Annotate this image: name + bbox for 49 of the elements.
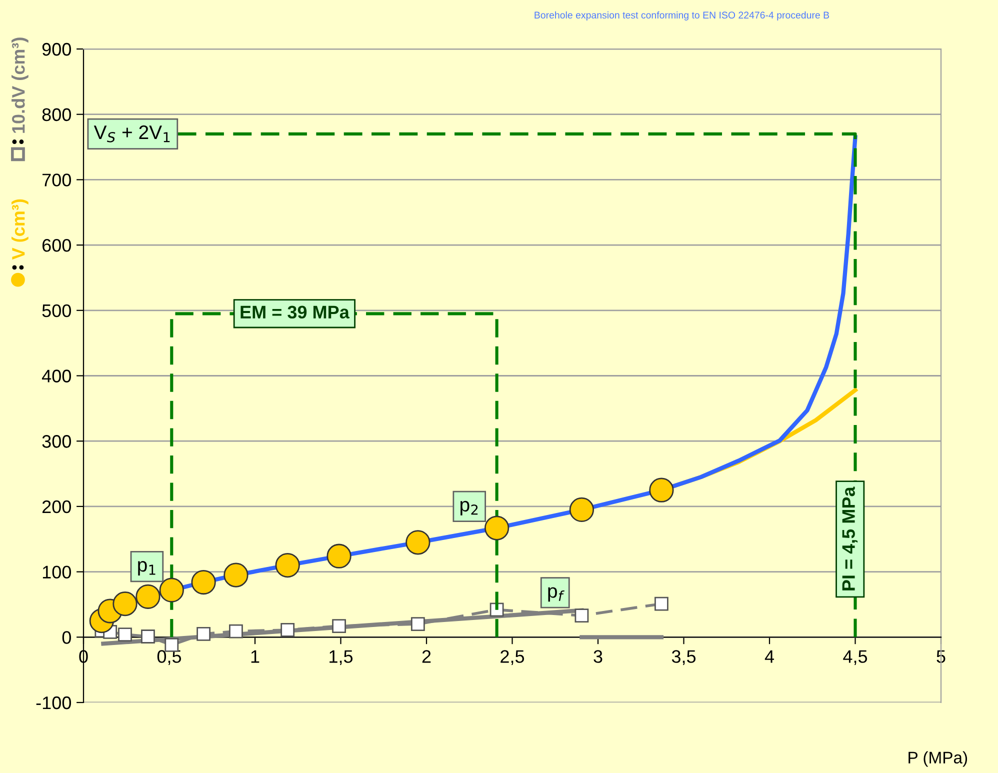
point: [118, 628, 132, 642]
annotation: p$_{1}$: [138, 561, 156, 576]
point: [112, 592, 138, 616]
annotation: PI = 4,5 MPa: [842, 486, 858, 590]
point: [280, 623, 295, 637]
text: V (cm³): [12, 199, 28, 260]
x-tick-label: 3: [594, 650, 602, 663]
y-tick-label: 200: [42, 500, 71, 514]
annotation: p$_{2}$: [460, 500, 478, 516]
x-tick-label: 1: [251, 650, 260, 663]
y-tick-label: 300: [42, 435, 71, 448]
point: [484, 516, 510, 540]
point: [275, 552, 300, 578]
y-tick-label: 900: [42, 42, 71, 56]
point: [159, 578, 184, 602]
x-tick-label: 1,5: [330, 650, 353, 666]
point: [224, 562, 248, 588]
annotation: EM = 39 MPa: [240, 306, 350, 319]
point: [569, 497, 594, 522]
y-tick-label: 100: [42, 566, 71, 579]
point: [326, 544, 352, 568]
point: [574, 608, 589, 623]
point: [410, 617, 425, 632]
y-tick-label: 400: [42, 370, 71, 382]
point: [136, 584, 160, 609]
x-tick-label: 2: [422, 650, 431, 663]
point: [196, 626, 210, 641]
point: [649, 478, 674, 502]
chart-title: Borehole expansion test conforming to EN ISO 22476-4 procedure B: [534, 11, 830, 20]
text: 10.dV (cm³): [12, 38, 28, 133]
x-tick-label: 4: [764, 650, 774, 663]
x-tick-label: 3,5: [672, 650, 696, 666]
x-axis-title: P (MPa): [908, 751, 968, 767]
point: [229, 624, 243, 638]
annotation: V$_{S}$ + 2V$_{1}$: [94, 125, 170, 142]
point: [141, 630, 155, 644]
y-tick-label: -100: [36, 696, 71, 710]
y-tick-label: 0: [62, 631, 71, 644]
x-tick-label: 2,5: [500, 650, 524, 666]
y-tick-label: 700: [42, 174, 71, 186]
annotation: p$_{f}$: [548, 587, 564, 602]
point: [654, 596, 668, 611]
y-tick-label: 500: [42, 304, 71, 318]
point: [191, 570, 216, 595]
x-tick-label: 4,5: [843, 650, 868, 666]
point: [406, 530, 430, 555]
point: [332, 619, 346, 633]
y-tick-label: 600: [42, 238, 71, 252]
y-tick-label: 800: [42, 108, 71, 122]
